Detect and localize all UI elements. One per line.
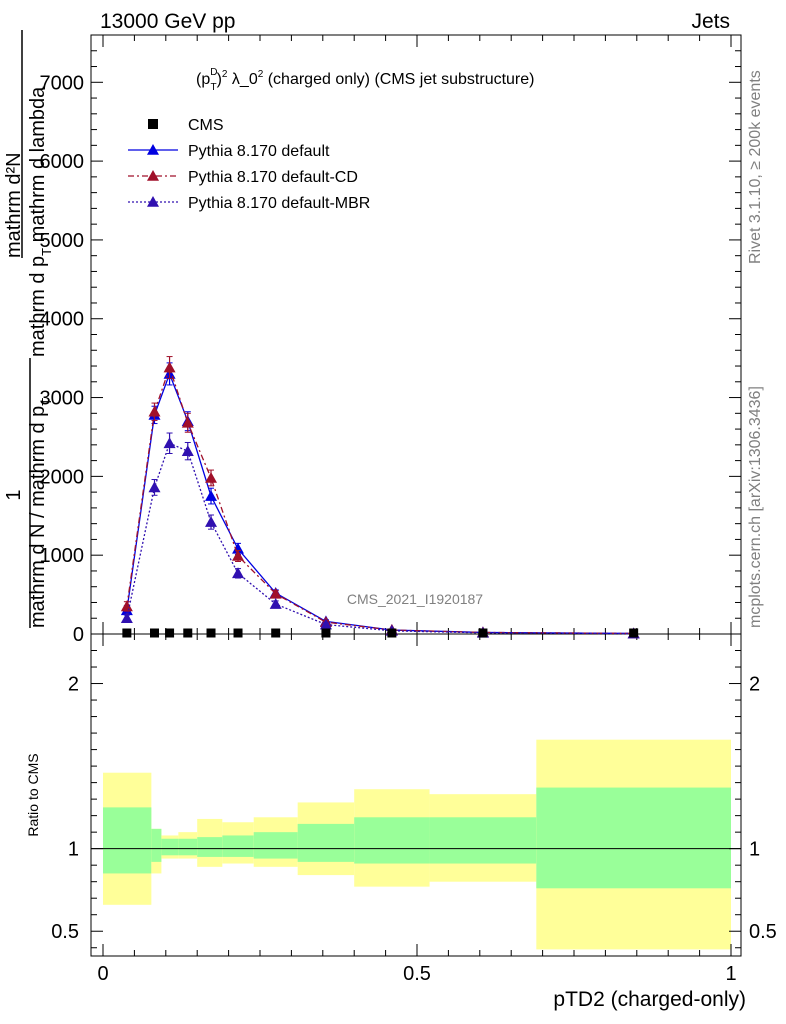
side-text-mcplots: mcplots.cern.ch [arXiv:1306.3436] [747,386,764,628]
y-label-mid: mathrm d pT mathrm d lambda [27,86,54,357]
legend: CMS Pythia 8.170 default Pythia 8.170 defa… [128,117,370,212]
y-tick-label: 3000 [40,388,85,410]
side-text-rivet: Rivet 3.1.10, ≥ 200k events [747,70,764,264]
y-tick-label: 7000 [40,72,85,94]
y-axis-label: mathrm d²N mathrm d pT mathrm d lambda 1… [3,30,54,628]
series-point [269,587,282,599]
legend-marker [147,170,159,181]
series-point [163,361,176,373]
cms-data-points [122,628,639,638]
series-point [205,471,218,483]
axis-ticks: 0 0.5 1 0 1000 2000 3000 4000 5000 6000 7000 0.5 0.5… [40,35,777,985]
x-axis-label: pTD2 (charged-only) [553,988,746,1011]
x-tick-label: 0 [97,963,108,985]
series-point [232,567,245,579]
ratio-inner-band [197,837,223,857]
series-point [232,549,245,561]
x-tick-label: 1 [725,963,736,985]
ratio-inner-band [354,817,430,864]
series-point [163,437,176,449]
series-point [319,618,332,630]
y-tick-label: 5000 [40,230,85,252]
series-point [232,542,245,554]
ratio-tick-label-right: 0.5 [749,921,777,943]
header-right: Jets [691,10,730,33]
ratio-inner-band [103,807,152,874]
cms-point [387,628,397,638]
y-tick-label: 0 [73,624,84,646]
cms-point [206,628,216,638]
ratio-tick-label-right: 1 [749,839,760,861]
ratio-bands [103,739,731,950]
ratio-inner-band [161,838,179,856]
x-tick-label: 0.5 [403,963,431,985]
legend-marker [148,119,158,129]
y-tick-label: 2000 [40,466,85,488]
series-point [120,600,133,612]
legend-label: Pythia 8.170 default-MBR [188,195,370,212]
cms-point [183,628,193,638]
cms-point [321,628,331,638]
legend-marker [147,196,159,207]
plot-title: (pD T)2 λ_02 (charged only) (CMS jet subs… [196,67,534,93]
ratio-inner-band [429,817,537,864]
cms-point [478,628,488,638]
y-label-bottom: mathrm d N / mathrm d pT [27,398,54,628]
y-label-top: mathrm d²N [3,152,25,258]
analysis-watermark: CMS_2021_I1920187 [347,591,483,607]
legend-label: CMS [188,117,224,134]
y-tick-label: 6000 [40,151,85,173]
ratio-inner-band [178,838,198,856]
legend-entry-1: CMS [148,117,224,134]
cms-point [233,628,243,638]
legend-entry-2: Pythia 8.170 default [128,143,330,160]
y-tick-label: 4000 [40,309,85,331]
series-point [181,416,194,428]
legend-marker [147,144,159,155]
ratio-inner-band [297,823,355,862]
cms-point [165,628,175,638]
ratio-inner-band [253,832,298,859]
ratio-inner-band [151,828,162,862]
legend-label: Pythia 8.170 default-CD [188,169,358,186]
legend-label: Pythia 8.170 default [188,143,330,160]
ratio-inner-band [222,835,254,857]
ratio-inner-band [536,787,731,889]
cms-point [271,628,281,638]
ratio-y-label: Ratio to CMS [25,753,41,836]
y-label-one: 1 [3,489,25,500]
cms-point [122,628,132,638]
header-left: 13000 GeV pp [100,10,235,33]
series-point [269,598,282,609]
series-point [148,481,161,493]
series-point [205,490,218,501]
ratio-plot-frame [90,633,742,957]
ratio-tick-label-right: 2 [749,674,760,696]
cms-point [149,628,159,638]
series-point [205,516,218,527]
ratio-tick-label: 0.5 [51,921,79,943]
legend-entry-3: Pythia 8.170 default-CD [128,169,358,186]
legend-entry-4: Pythia 8.170 default-MBR [128,195,370,212]
ratio-tick-label: 2 [68,674,79,696]
series-point [148,405,161,417]
series-point [120,612,133,624]
series-3 [120,432,640,639]
series-point [181,445,194,456]
cms-point [629,628,639,638]
ratio-tick-label: 1 [68,839,79,861]
y-tick-label: 1000 [40,545,85,567]
